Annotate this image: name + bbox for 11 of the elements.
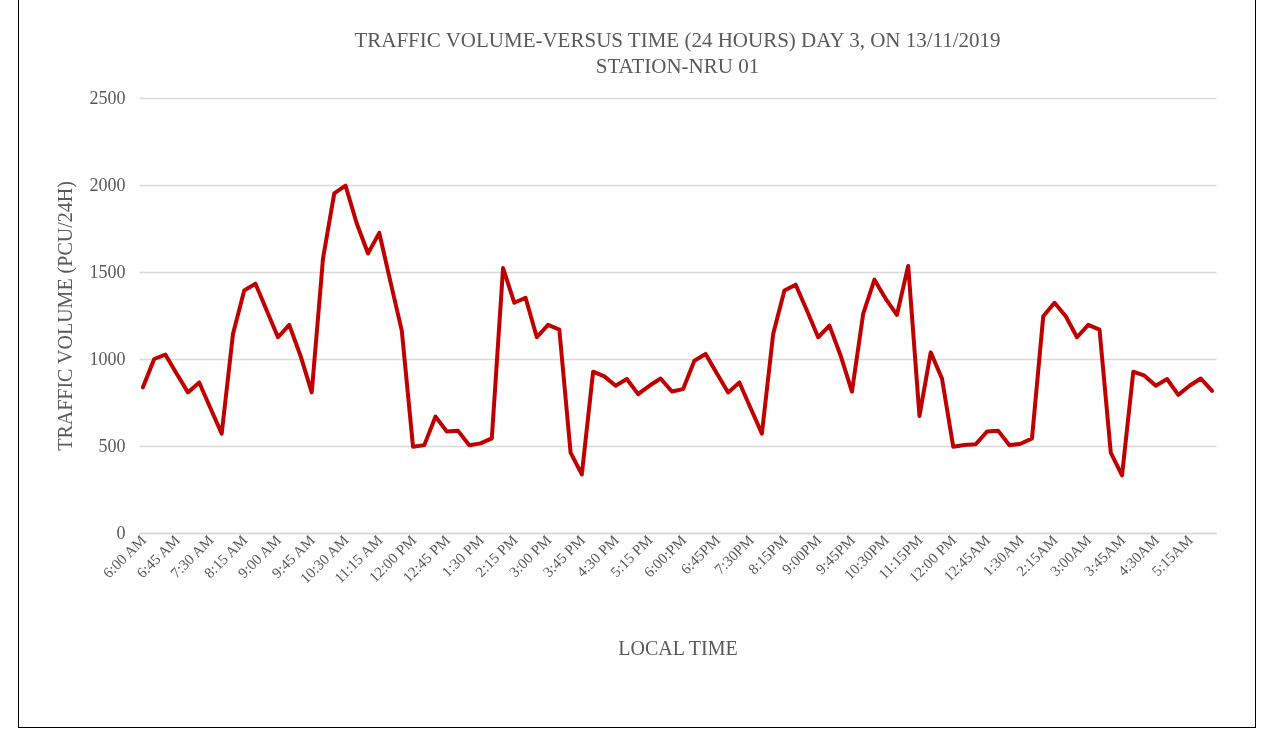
y-axis-title: TRAFFIC VOLUME (PCU/24H) <box>53 181 77 451</box>
y-tick-label: 2500 <box>89 87 126 108</box>
y-tick-label: 0 <box>116 522 126 543</box>
y-tick-label: 2000 <box>89 174 126 195</box>
line-series <box>140 183 1215 478</box>
x-axis-title: LOCAL TIME <box>618 637 738 660</box>
text: STATION-NRU 01 <box>595 54 760 78</box>
y-tick-label: 1000 <box>89 348 126 369</box>
text: TRAFFIC VOLUME-VERSUS TIME (24 HOURS) DAY 3, ON 13/11/2019 <box>354 28 1001 52</box>
y-tick-label: 1500 <box>89 261 126 282</box>
y-tick-label: 500 <box>98 435 126 456</box>
